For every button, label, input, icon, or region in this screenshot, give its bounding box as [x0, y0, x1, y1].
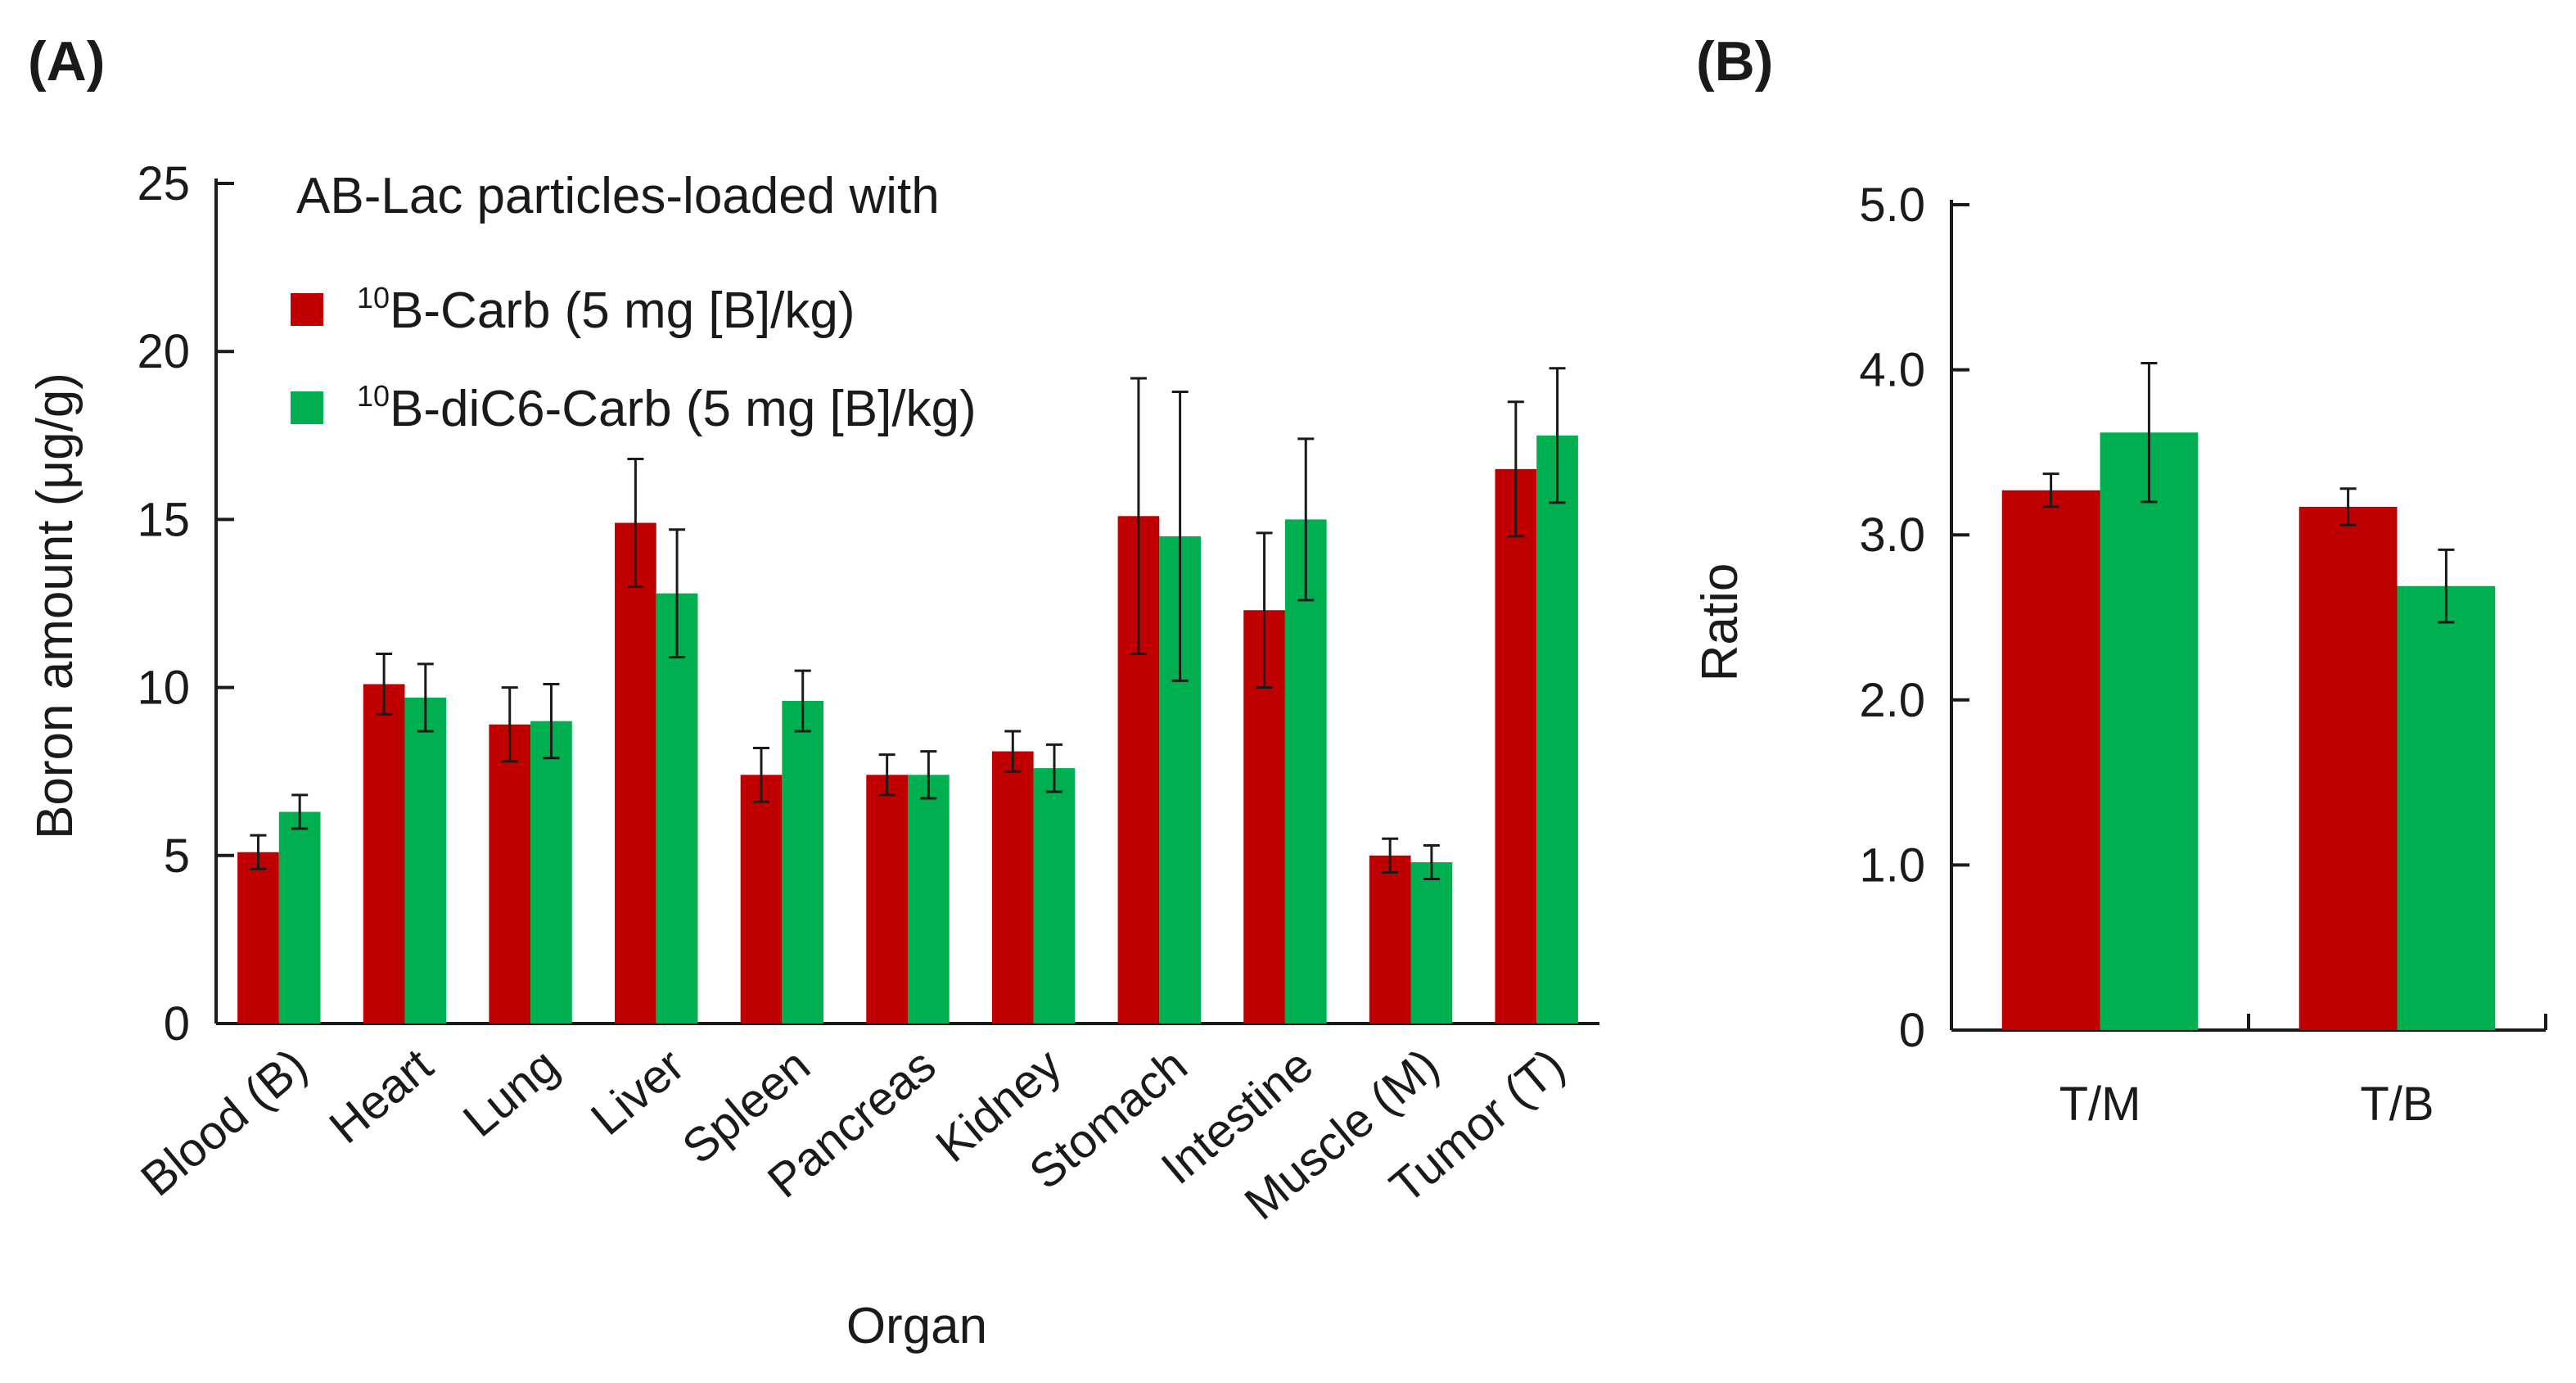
bar	[1369, 855, 1411, 1024]
bar	[489, 724, 531, 1024]
bar	[1410, 862, 1453, 1024]
bar	[2299, 506, 2398, 1030]
y-tick-label: 3.0	[1859, 508, 1925, 562]
x-tick-label: T/M	[2059, 1078, 2141, 1131]
y-tick-label: 25	[137, 157, 190, 210]
bar	[404, 697, 447, 1024]
panel-a-chart: (A) Boron amount (μg/g) Organ AB-Lac par…	[27, 30, 1599, 1354]
bar	[237, 852, 279, 1024]
legend-entry-dic6-carb-sup: 10	[357, 379, 390, 413]
y-tick-label: 5.0	[1859, 179, 1925, 232]
bar	[908, 775, 950, 1024]
bar	[2001, 490, 2100, 1030]
y-tick-label: 4.0	[1859, 344, 1925, 397]
bar	[1284, 519, 1327, 1024]
bar	[2100, 432, 2199, 1030]
y-tick-label: 15	[137, 493, 190, 546]
bar	[1536, 435, 1578, 1024]
panel-a-x-axis-label: Organ	[846, 1298, 987, 1354]
bar	[615, 522, 656, 1024]
panel-b-y-axis-label: Ratio	[1692, 563, 1748, 682]
panel-b-chart: (B) Ratio 0 1.0 2.0 3.0 4.0 5.0 T/M T/B	[1692, 30, 2547, 1131]
y-tick-label: 20	[137, 325, 190, 378]
bar	[866, 775, 908, 1024]
bar	[2397, 585, 2496, 1030]
bar	[656, 593, 698, 1024]
panel-b-label: (B)	[1696, 30, 1773, 93]
bar	[530, 721, 572, 1024]
bar	[991, 751, 1034, 1024]
legend-entry-dic6-carb: 10B-diC6-Carb (5 mg [B]/kg)	[357, 379, 977, 437]
y-tick-label: 0	[164, 997, 190, 1051]
legend-title: AB-Lac particles-loaded with	[296, 168, 940, 224]
panel-a-label: (A)	[28, 30, 105, 93]
y-tick-label: 1.0	[1859, 838, 1925, 892]
legend: AB-Lac particles-loaded with 10B-Carb (5…	[291, 168, 977, 437]
y-tick-label: 0	[1899, 1004, 1925, 1057]
legend-entry-carb-sup: 10	[357, 281, 390, 314]
bar	[363, 684, 405, 1024]
bar	[1495, 468, 1537, 1024]
y-tick-label: 10	[137, 662, 190, 715]
y-tick-label: 2.0	[1859, 674, 1925, 727]
bar	[782, 701, 824, 1024]
y-tick-label: 5	[164, 829, 190, 883]
panel-a-y-axis-label: Boron amount (μg/g)	[27, 373, 83, 839]
bar	[740, 775, 783, 1024]
x-tick-label: Lung	[453, 1038, 569, 1147]
legend-swatch-dic6-carb	[291, 391, 323, 424]
legend-entry-carb-label: B-Carb (5 mg [B]/kg)	[390, 282, 855, 339]
bar	[278, 811, 321, 1024]
legend-swatch-carb	[291, 293, 323, 326]
x-tick-label: Blood (B)	[131, 1038, 317, 1206]
bar	[1033, 768, 1076, 1024]
x-tick-label: T/B	[2360, 1078, 2434, 1131]
legend-entry-carb: 10B-Carb (5 mg [B]/kg)	[357, 281, 855, 339]
x-tick-label: Heart	[319, 1038, 442, 1154]
legend-entry-dic6-carb-label: B-diC6-Carb (5 mg [B]/kg)	[390, 381, 977, 437]
